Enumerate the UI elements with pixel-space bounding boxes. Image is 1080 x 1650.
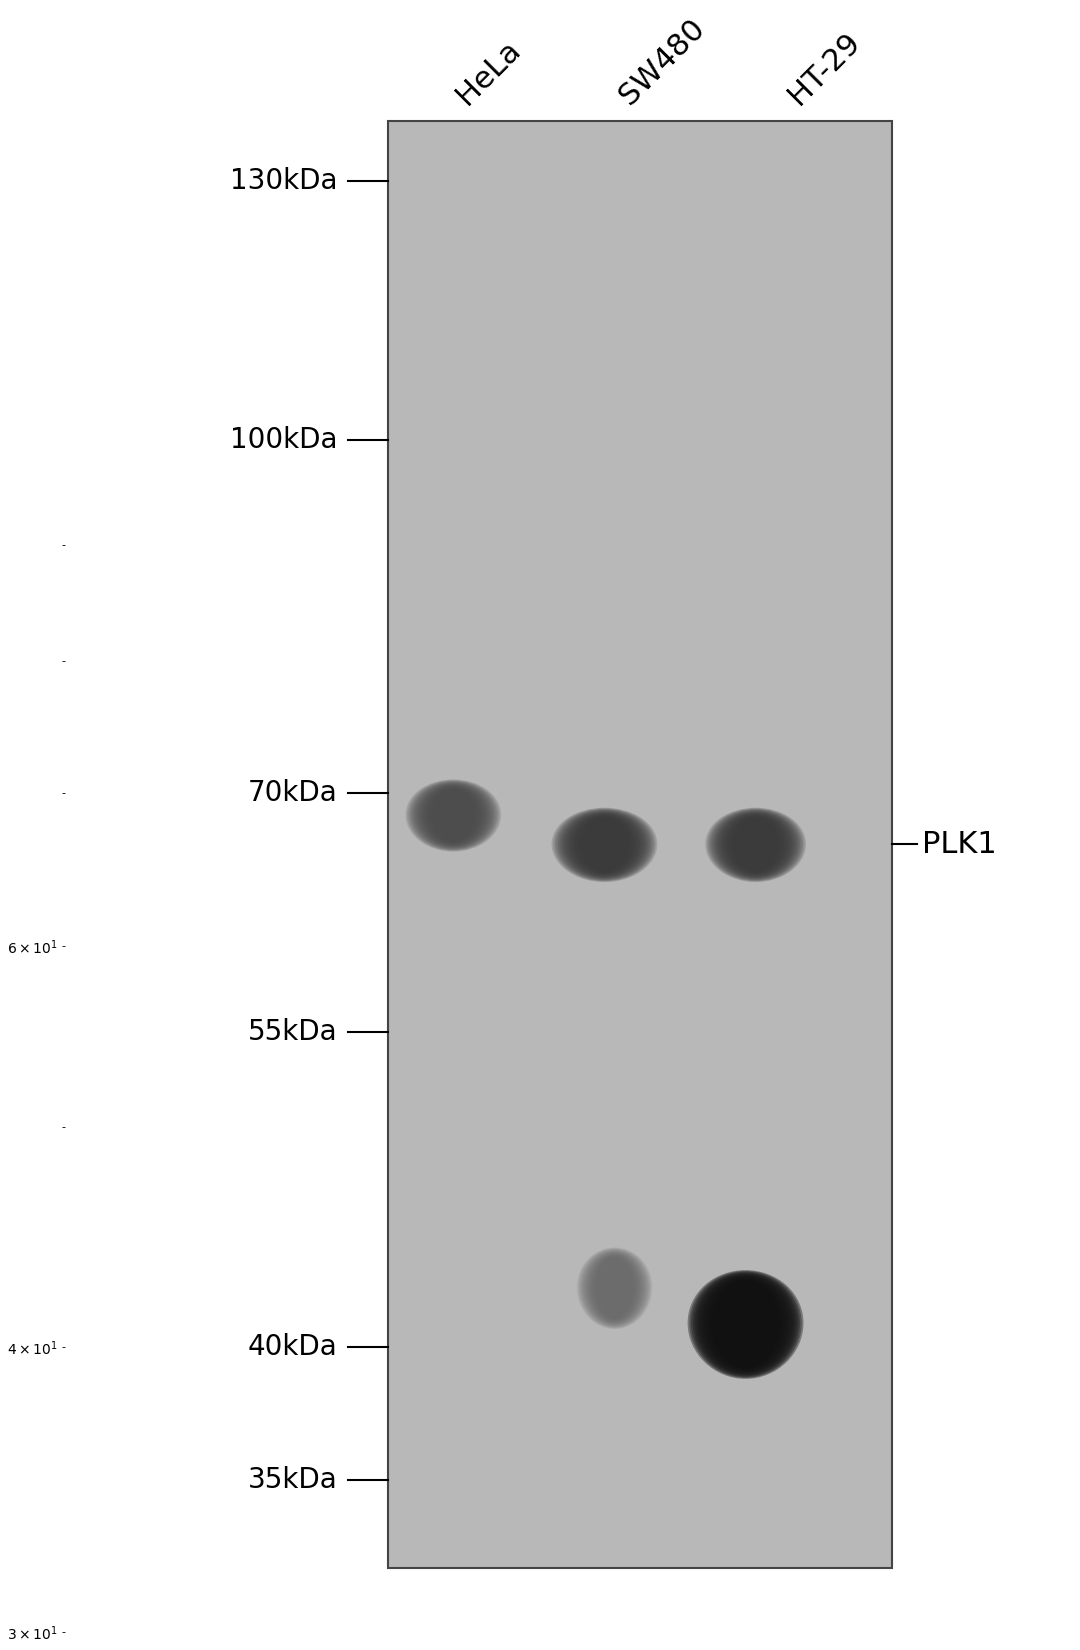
Ellipse shape — [563, 812, 646, 878]
Text: PLK1: PLK1 — [922, 830, 997, 858]
Text: HeLa: HeLa — [450, 35, 526, 111]
Ellipse shape — [700, 1275, 792, 1373]
Ellipse shape — [712, 1280, 779, 1366]
Ellipse shape — [698, 1275, 793, 1374]
Ellipse shape — [411, 782, 496, 850]
Ellipse shape — [705, 1277, 786, 1370]
Ellipse shape — [407, 780, 500, 851]
Ellipse shape — [564, 812, 645, 878]
Ellipse shape — [702, 1277, 789, 1373]
Ellipse shape — [405, 779, 501, 851]
Ellipse shape — [711, 1280, 781, 1368]
Text: 55kDa: 55kDa — [247, 1018, 337, 1046]
Ellipse shape — [693, 1272, 798, 1376]
Ellipse shape — [705, 807, 806, 883]
Ellipse shape — [416, 784, 491, 848]
FancyBboxPatch shape — [388, 122, 892, 1569]
Ellipse shape — [714, 810, 797, 879]
Ellipse shape — [706, 808, 805, 881]
Ellipse shape — [408, 780, 498, 850]
Ellipse shape — [562, 810, 648, 879]
Ellipse shape — [559, 810, 649, 879]
Ellipse shape — [553, 808, 656, 881]
Text: HT-29: HT-29 — [783, 28, 866, 111]
Ellipse shape — [708, 1279, 783, 1368]
Ellipse shape — [716, 812, 796, 878]
Ellipse shape — [566, 812, 643, 876]
Text: 40kDa: 40kDa — [247, 1333, 337, 1361]
Ellipse shape — [577, 1247, 652, 1328]
Ellipse shape — [706, 1279, 784, 1370]
Ellipse shape — [703, 1277, 787, 1371]
Ellipse shape — [555, 808, 654, 881]
Text: 130kDa: 130kDa — [230, 167, 337, 195]
Ellipse shape — [689, 1270, 801, 1378]
Ellipse shape — [713, 810, 798, 879]
Ellipse shape — [578, 1247, 651, 1328]
Ellipse shape — [556, 808, 652, 881]
Ellipse shape — [697, 1274, 795, 1374]
Ellipse shape — [710, 808, 801, 881]
Ellipse shape — [414, 782, 492, 848]
Text: 35kDa: 35kDa — [247, 1465, 337, 1493]
Ellipse shape — [552, 807, 658, 883]
Ellipse shape — [688, 1270, 804, 1379]
Ellipse shape — [413, 782, 494, 848]
Ellipse shape — [717, 812, 794, 878]
Ellipse shape — [694, 1274, 797, 1376]
Ellipse shape — [708, 808, 804, 881]
Text: 100kDa: 100kDa — [230, 426, 337, 454]
Ellipse shape — [691, 1272, 800, 1378]
Ellipse shape — [719, 812, 793, 876]
Ellipse shape — [712, 810, 800, 879]
Text: SW480: SW480 — [615, 15, 711, 111]
Ellipse shape — [579, 1249, 650, 1328]
Ellipse shape — [409, 780, 497, 850]
Ellipse shape — [558, 810, 651, 879]
Text: 70kDa: 70kDa — [247, 779, 337, 807]
